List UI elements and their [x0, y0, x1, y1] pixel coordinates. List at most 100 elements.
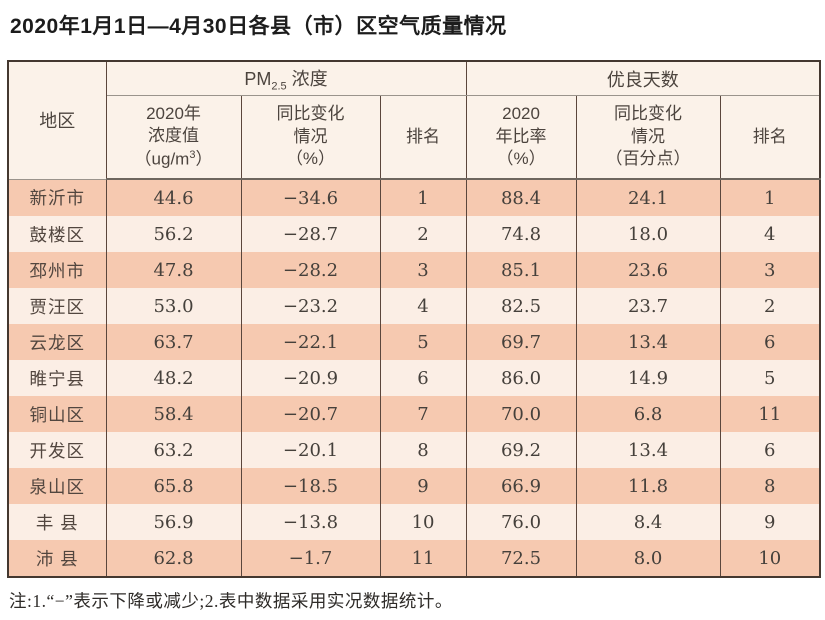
cell-pm-change: −13.8 [240, 504, 381, 540]
cell-region: 沛 县 [7, 540, 107, 577]
cell-good-rate: 88.4 [465, 179, 577, 216]
cell-region: 鼓楼区 [7, 216, 107, 252]
pm-subscript: 2.5 [271, 80, 287, 93]
cell-pm-value: 44.6 [105, 179, 242, 216]
cell-good-change: 13.4 [575, 324, 721, 360]
cell-pm-rank: 6 [379, 360, 467, 396]
cell-pm-rank: 1 [379, 179, 467, 216]
cell-pm-change: −20.1 [240, 432, 381, 468]
cell-good-rate: 86.0 [465, 360, 577, 396]
cell-good-rank: 6 [719, 432, 821, 468]
cell-good-rate: 85.1 [465, 252, 577, 288]
cell-good-change: 8.0 [575, 540, 721, 577]
cell-good-rate: 82.5 [465, 288, 577, 324]
table-row: 铜山区 58.4 −20.7 7 70.0 6.8 11 [7, 396, 821, 432]
cell-region: 开发区 [7, 432, 107, 468]
pm-label: PM [244, 68, 272, 89]
page-title: 2020年1月1日—4月30日各县（市）区空气质量情况 [10, 15, 507, 38]
table-row: 丰 县 56.9 −13.8 10 76.0 8.4 9 [7, 504, 821, 540]
cell-pm-change: −34.6 [240, 179, 381, 216]
cell-pm-value: 65.8 [105, 468, 242, 504]
cell-good-rate: 69.2 [465, 432, 577, 468]
cell-good-rank: 5 [719, 360, 821, 396]
cell-pm-rank: 7 [379, 396, 467, 432]
cell-good-change: 14.9 [575, 360, 721, 396]
column-header-pm-rank: 排名 [379, 95, 467, 180]
table-row: 开发区 63.2 −20.1 8 69.2 13.4 6 [7, 432, 821, 468]
cell-pm-change: −22.1 [240, 324, 381, 360]
cell-region: 新沂市 [7, 179, 107, 216]
cell-pm-value: 56.9 [105, 504, 242, 540]
cell-good-rank: 1 [719, 179, 821, 216]
cell-pm-value: 63.2 [105, 432, 242, 468]
column-header-good-rank: 排名 [719, 95, 821, 180]
cell-pm-change: −23.2 [240, 288, 381, 324]
cell-pm-rank: 10 [379, 504, 467, 540]
column-group-pm25: PM2.5 浓度 [105, 61, 467, 96]
cell-good-change: 13.4 [575, 432, 721, 468]
cell-good-rate: 74.8 [465, 216, 577, 252]
cell-good-change: 8.4 [575, 504, 721, 540]
table-row: 贾汪区 53.0 −23.2 4 82.5 23.7 2 [7, 288, 821, 324]
cell-good-change: 6.8 [575, 396, 721, 432]
cell-pm-value: 48.2 [105, 360, 242, 396]
cell-pm-rank: 4 [379, 288, 467, 324]
column-header-region: 地区 [7, 61, 107, 180]
cell-pm-change: −28.2 [240, 252, 381, 288]
table-group-header-row: 地区 PM2.5 浓度 优良天数 [7, 61, 821, 180]
table-row: 新沂市 44.6 −34.6 1 88.4 24.1 1 [7, 179, 821, 216]
footnote: 注:1.“−”表示下降或减少;2.表中数据采用实况数据统计。 [9, 591, 453, 611]
cell-region: 丰 县 [7, 504, 107, 540]
cell-pm-value: 47.8 [105, 252, 242, 288]
cell-region: 铜山区 [7, 396, 107, 432]
table-row: 鼓楼区 56.2 −28.7 2 74.8 18.0 4 [7, 216, 821, 252]
cell-good-change: 23.7 [575, 288, 721, 324]
cell-pm-change: −1.7 [240, 540, 381, 577]
cell-good-rate: 69.7 [465, 324, 577, 360]
cell-good-change: 23.6 [575, 252, 721, 288]
cell-pm-change: −18.5 [240, 468, 381, 504]
cell-pm-rank: 8 [379, 432, 467, 468]
column-group-good-days: 优良天数 [465, 61, 821, 96]
table-sub-header-row: 2020年 浓度值 （ug/m3） 同比变化 情况 （%） 排名 2020 年比… [8, 95, 821, 180]
table-row: 沛 县 62.8 −1.7 11 72.5 8.0 10 [7, 540, 821, 577]
pm-label-rest: 浓度 [286, 68, 328, 89]
cell-pm-value: 53.0 [105, 288, 242, 324]
cell-pm-rank: 9 [379, 468, 467, 504]
cell-region: 睢宁县 [7, 360, 107, 396]
cell-region: 邳州市 [7, 252, 107, 288]
cell-good-rank: 4 [719, 216, 821, 252]
cell-pm-rank: 3 [379, 252, 467, 288]
cell-good-rank: 10 [719, 540, 821, 577]
cell-pm-change: −20.9 [240, 360, 381, 396]
cell-good-change: 11.8 [575, 468, 721, 504]
cell-good-rank: 8 [719, 468, 821, 504]
cell-good-change: 24.1 [575, 179, 721, 216]
cell-pm-rank: 11 [379, 540, 467, 577]
cell-region: 泉山区 [7, 468, 107, 504]
cell-good-rate: 70.0 [465, 396, 577, 432]
cell-good-rank: 3 [719, 252, 821, 288]
air-quality-table: 地区 PM2.5 浓度 优良天数 2020年 浓度值 （ug/m3） 同比变化 … [7, 60, 822, 578]
table-row: 泉山区 65.8 −18.5 9 66.9 11.8 8 [7, 468, 821, 504]
cell-pm-value: 56.2 [105, 216, 242, 252]
cell-pm-value: 58.4 [105, 396, 242, 432]
cell-pm-value: 63.7 [105, 324, 242, 360]
table-row: 邳州市 47.8 −28.2 3 85.1 23.6 3 [7, 252, 821, 288]
column-header-good-rate: 2020 年比率 （%） [465, 95, 577, 180]
column-header-pm-value: 2020年 浓度值 （ug/m3） [105, 95, 242, 180]
column-header-good-change: 同比变化 情况 （百分点） [575, 95, 721, 180]
cell-pm-rank: 5 [379, 324, 467, 360]
cell-good-rank: 9 [719, 504, 821, 540]
cell-region: 贾汪区 [7, 288, 107, 324]
column-header-pm-change: 同比变化 情况 （%） [240, 95, 381, 180]
cell-good-rate: 66.9 [465, 468, 577, 504]
cell-pm-change: −28.7 [240, 216, 381, 252]
table-row: 云龙区 63.7 −22.1 5 69.7 13.4 6 [7, 324, 821, 360]
table-row: 睢宁县 48.2 −20.9 6 86.0 14.9 5 [7, 360, 821, 396]
cell-good-rank: 2 [719, 288, 821, 324]
cell-region: 云龙区 [7, 324, 107, 360]
cell-pm-change: −20.7 [240, 396, 381, 432]
cell-pm-value: 62.8 [105, 540, 242, 577]
